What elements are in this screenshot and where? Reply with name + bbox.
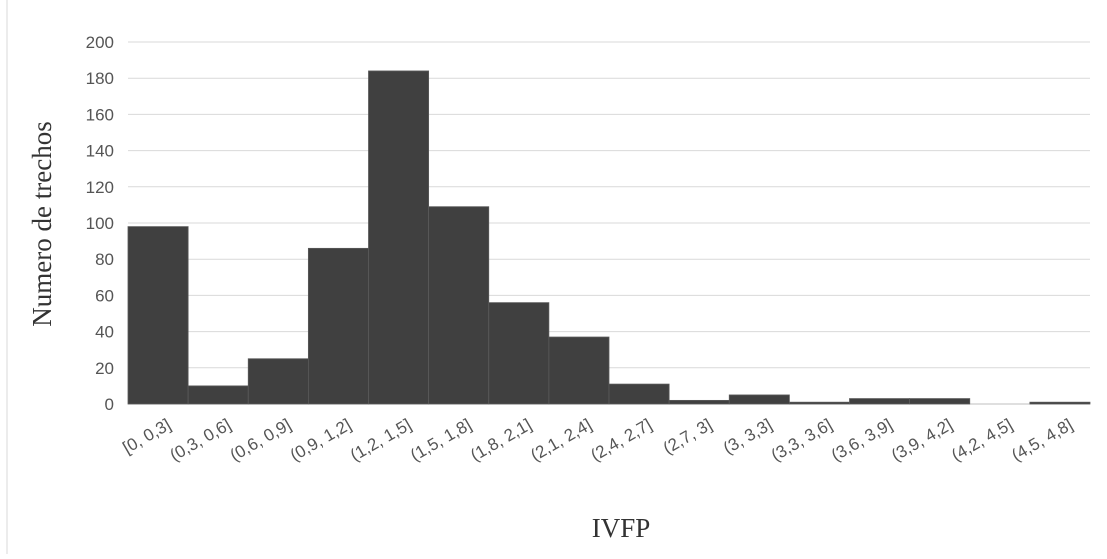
x-tick-label: (3,3, 3,6] [768,415,836,465]
x-tick-label: (0,6, 0,9] [227,415,295,465]
bar [728,394,790,405]
y-tick-label: 200 [86,33,114,52]
bar [668,399,730,405]
bar [1029,401,1091,405]
x-tick-label: (2,7, 3] [660,415,715,458]
bar [368,70,430,405]
bar [247,358,309,405]
x-tick-label: (1,2, 1,5] [347,415,415,465]
x-tick-label: (0,3, 0,6] [167,415,235,465]
x-tick-label: (2,1, 2,4] [527,415,595,465]
x-tick-label: (3,6, 3,9] [828,415,896,465]
x-tick-label: (1,8, 2,1] [467,415,535,465]
y-tick-label: 180 [86,69,114,88]
bar [127,226,189,405]
bar [788,401,850,405]
bar [187,385,249,405]
y-axis-title: Numero de trechos [27,121,57,326]
x-tick-label: (3, 3,3] [720,415,775,458]
bar [849,398,911,405]
bar [428,206,490,405]
bar [307,247,369,405]
y-tick-label: 80 [95,250,114,269]
y-tick-label: 100 [86,214,114,233]
bar [608,383,670,405]
y-tick-label: 60 [95,286,114,305]
bar [548,336,610,405]
x-tick-label: [0, 0,3] [120,415,175,457]
y-tick-label: 0 [105,395,114,414]
y-tick-label: 160 [86,105,114,124]
y-tick-label: 140 [86,142,114,161]
y-tick-label: 20 [95,359,114,378]
x-tick-label: (4,2, 4,5] [948,415,1016,465]
x-axis-ticks: [0, 0,3](0,3, 0,6](0,6, 0,9](0,9, 1,2](1… [120,415,1076,465]
y-axis-ticks: 0 20 40 60 80 100 120 140 160 180 200 [86,33,114,414]
y-tick-label: 120 [86,178,114,197]
x-tick-label: (4,5, 4,8] [1008,415,1076,465]
x-tick-label: (2,4, 2,7] [587,415,655,465]
x-tick-label: (1,5, 1,8] [407,415,475,465]
x-tick-label: (3,9, 4,2] [888,415,956,465]
bar [909,398,971,405]
x-tick-label: (0,9, 1,2] [287,415,355,465]
bars [127,70,1091,405]
bar [488,302,550,405]
x-axis-title: IVFP [592,513,651,543]
y-tick-label: 40 [95,323,114,342]
